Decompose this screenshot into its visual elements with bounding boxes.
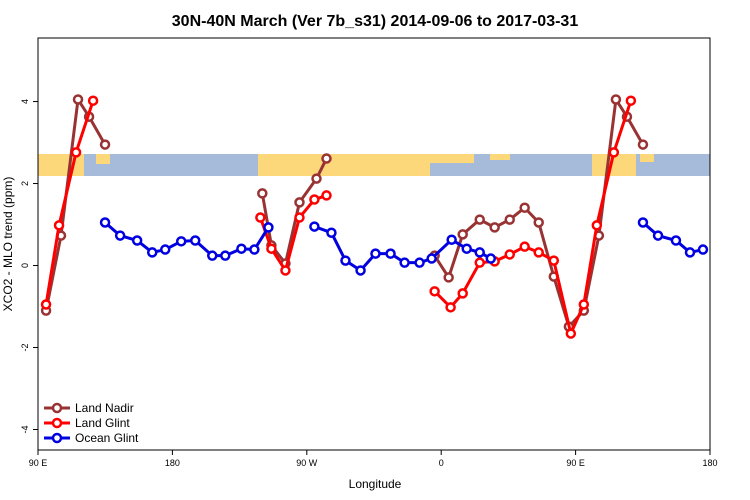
point — [474, 247, 485, 258]
point — [175, 236, 187, 247]
point — [321, 153, 332, 164]
point — [87, 95, 99, 106]
x-tick-label: 90 W — [296, 458, 318, 468]
point — [504, 249, 515, 260]
point — [385, 248, 396, 259]
x-tick-label: 90 E — [29, 458, 48, 468]
point — [399, 257, 410, 268]
point — [446, 234, 457, 245]
point — [637, 139, 649, 150]
point — [294, 212, 305, 223]
y-tick-label: -2 — [20, 344, 30, 352]
legend-label: Ocean Glint — [75, 431, 139, 445]
point — [533, 247, 544, 258]
point — [565, 328, 577, 339]
point — [311, 173, 322, 184]
point — [457, 229, 468, 240]
point — [608, 147, 620, 158]
x-tick-label: 180 — [702, 458, 717, 468]
legend-label: Land Glint — [75, 416, 130, 430]
point — [625, 95, 637, 106]
point — [548, 255, 560, 266]
point — [249, 244, 260, 255]
legend-marker — [51, 432, 63, 444]
point — [504, 214, 515, 225]
point — [652, 230, 664, 241]
point — [426, 253, 437, 264]
point — [70, 147, 82, 158]
point — [637, 217, 649, 228]
y-tick-label: -4 — [20, 425, 30, 433]
y-tick-label: 4 — [20, 99, 30, 104]
point — [670, 235, 682, 246]
point — [189, 235, 201, 246]
point — [414, 257, 425, 268]
point — [309, 194, 320, 205]
y-tick-label: 2 — [20, 181, 30, 186]
point — [207, 250, 218, 261]
point — [340, 255, 351, 266]
series-line — [44, 100, 633, 339]
point — [146, 247, 158, 258]
point — [53, 220, 65, 231]
point — [445, 302, 456, 313]
point — [236, 243, 247, 254]
point — [257, 188, 268, 199]
y-tick-label: 0 — [20, 263, 30, 268]
point — [99, 139, 111, 150]
point — [457, 288, 468, 299]
x-tick-label: 90 E — [566, 458, 585, 468]
point — [309, 221, 320, 232]
point — [461, 243, 472, 254]
point — [159, 244, 171, 255]
point — [114, 230, 126, 241]
y-axis-label: XCO2 - MLO trend (ppm) — [1, 177, 15, 312]
series-line — [44, 95, 645, 330]
point — [697, 244, 709, 255]
x-tick-label: 0 — [439, 458, 444, 468]
legend-marker — [51, 417, 63, 429]
point — [131, 235, 143, 246]
legend-marker — [51, 402, 63, 414]
point — [519, 202, 530, 213]
point — [321, 190, 332, 201]
chart-title: 30N-40N March (Ver 7b_s31) 2014-09-06 to… — [172, 13, 579, 30]
point — [326, 227, 337, 238]
point — [610, 94, 622, 105]
map-strip — [38, 154, 710, 176]
point — [370, 248, 381, 259]
point — [294, 197, 305, 208]
point — [429, 286, 440, 297]
point — [533, 217, 544, 228]
point — [519, 241, 530, 252]
point — [263, 222, 274, 233]
point — [591, 220, 603, 231]
point — [684, 247, 696, 258]
x-axis-label: Longitude — [349, 477, 402, 491]
point — [255, 212, 266, 223]
point — [443, 272, 454, 283]
point — [40, 299, 52, 310]
point — [355, 265, 366, 276]
point — [578, 299, 590, 310]
point — [474, 257, 485, 268]
point — [266, 243, 277, 254]
x-tick-label: 180 — [165, 458, 180, 468]
point — [489, 222, 500, 233]
point — [280, 265, 291, 276]
point — [72, 94, 84, 105]
point — [474, 214, 485, 225]
point — [485, 253, 497, 264]
point — [99, 217, 111, 228]
legend-label: Land Nadir — [75, 401, 134, 415]
point — [220, 250, 231, 261]
plot-frame — [37, 37, 711, 451]
